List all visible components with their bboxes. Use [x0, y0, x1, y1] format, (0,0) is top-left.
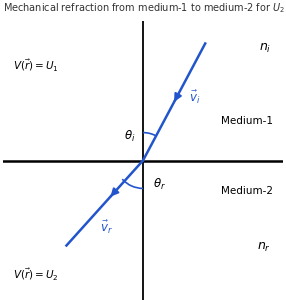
Text: $n_r$: $n_r$: [257, 240, 271, 254]
Text: $V(\vec{r})= U_2$: $V(\vec{r})= U_2$: [13, 267, 59, 283]
Text: $\vec{v}_i$: $\vec{v}_i$: [189, 89, 200, 106]
Text: $\vec{v}_r$: $\vec{v}_r$: [100, 218, 113, 236]
Text: $V(\vec{r})=U_1$: $V(\vec{r})=U_1$: [13, 58, 59, 74]
Text: $\theta_r$: $\theta_r$: [153, 177, 166, 192]
Text: Mechanical refraction from medium-1 to medium-2 for $U_2 > U_1$: Mechanical refraction from medium-1 to m…: [3, 2, 286, 15]
Text: $\theta_i$: $\theta_i$: [124, 129, 135, 144]
Text: $n_i$: $n_i$: [259, 42, 271, 56]
Text: Medium-1: Medium-1: [221, 116, 273, 126]
Text: Medium-2: Medium-2: [221, 186, 273, 196]
